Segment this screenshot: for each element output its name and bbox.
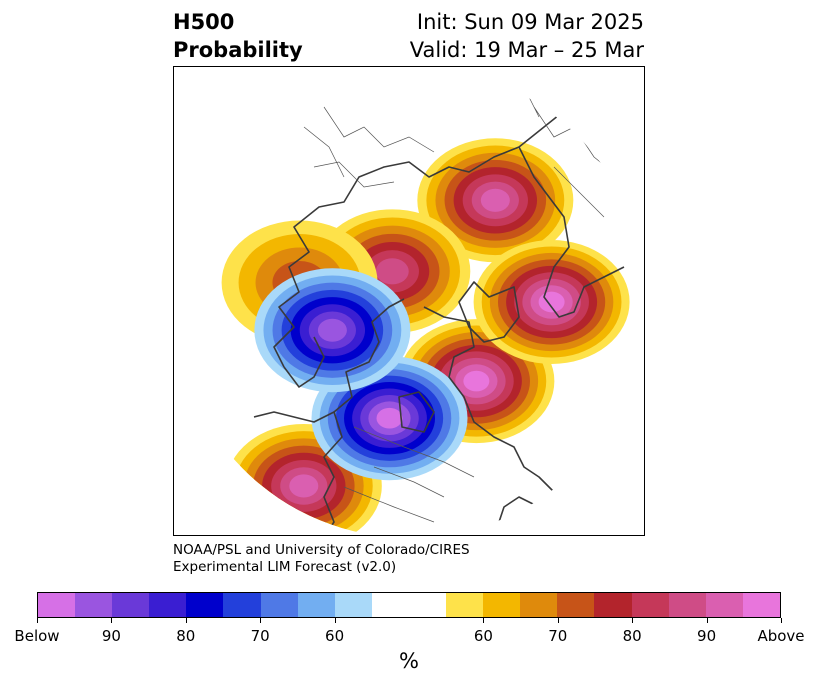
title-variable: H500 (173, 10, 235, 34)
colorbar-tick-label: 60 (325, 627, 345, 645)
negative-anomaly (254, 268, 411, 393)
colorbar-tick-label: 90 (101, 627, 121, 645)
colorbar-unit: % (399, 649, 419, 673)
colorbar-tick (37, 618, 38, 623)
colorbar-swatch (594, 593, 632, 617)
coastline-greenland (458, 281, 520, 343)
colorbar-tick-label: 80 (622, 627, 642, 645)
border-lines-asia (303, 106, 435, 188)
credit-model: Experimental LIM Forecast (v2.0) (173, 559, 397, 575)
map-title: H500 Probability (173, 8, 303, 64)
colorbar-tick (185, 618, 187, 623)
colorbar-swatch (742, 593, 780, 617)
coastline-europe (518, 146, 625, 318)
colorbar-swatch (408, 593, 447, 617)
polar-map (173, 66, 645, 536)
border-lines-north-america (343, 426, 475, 523)
colorbar-swatch (186, 593, 224, 617)
positive-anomaly (417, 138, 574, 263)
colorbar-tick (557, 618, 559, 623)
colorbar-swatch (705, 593, 743, 617)
anomaly-layer (221, 138, 630, 535)
colorbar-swatch (112, 593, 150, 617)
coastline-north-america-west (323, 298, 405, 535)
anomaly-contour (463, 370, 490, 392)
colorbar-tick-label: 80 (176, 627, 196, 645)
colorbar-swatch (371, 593, 409, 617)
valid-range: Valid: 19 Mar – 25 Mar (409, 38, 644, 62)
anomaly-contour (538, 291, 565, 313)
colorbar-swatch (38, 593, 76, 617)
anomaly-contour (375, 258, 409, 285)
coastline-hudson-bay (398, 391, 435, 433)
anomaly-contour (317, 318, 347, 342)
colorbar-tick-label: Below (14, 627, 60, 645)
positive-anomaly (473, 240, 630, 364)
colorbar-tick (483, 618, 485, 623)
colorbar-swatch (520, 593, 558, 617)
anomaly-contour (289, 474, 319, 498)
forecast-dates: Init: Sun 09 Mar 2025 Valid: 19 Mar – 25… (410, 8, 644, 64)
colorbar-swatch (557, 593, 595, 617)
colorbar-swatch (223, 593, 261, 617)
coastline-north-america-east (423, 306, 555, 535)
colorbar-tick (632, 618, 634, 623)
colorbar-swatch (483, 593, 521, 617)
coastline-east-asia (283, 336, 325, 388)
coastline-eurasia (273, 96, 615, 368)
colorbar-tick-label: 70 (250, 627, 270, 645)
colorbar-tick (706, 618, 708, 623)
colorbar-swatch (631, 593, 669, 617)
colorbar (37, 592, 781, 618)
title-product: Probability (173, 38, 303, 62)
colorbar-tick-label: 60 (473, 627, 493, 645)
init-date: Init: Sun 09 Mar 2025 (416, 10, 644, 34)
colorbar-tick (781, 618, 782, 623)
map-disc (174, 67, 644, 535)
colorbar-tick (111, 618, 113, 623)
negative-anomaly (311, 356, 468, 481)
colorbar-swatch (668, 593, 706, 617)
colorbar-swatch (149, 593, 187, 617)
colorbar-tick-label: 70 (548, 627, 568, 645)
colorbar-swatch (75, 593, 113, 617)
colorbar-swatch (297, 593, 335, 617)
anomaly-contour (376, 407, 403, 429)
coastline-alaska (253, 411, 335, 423)
anomaly-contour (480, 188, 510, 212)
coastlines (253, 96, 625, 535)
colorbar-tick-label: 90 (697, 627, 717, 645)
colorbar-swatch (446, 593, 484, 617)
probability-map (174, 67, 644, 535)
colorbar-tick (260, 618, 262, 623)
credit-organization: NOAA/PSL and University of Colorado/CIRE… (173, 542, 470, 558)
colorbar-tick-label: Above (757, 627, 805, 645)
credit: NOAA/PSL and University of Colorado/CIRE… (173, 542, 470, 576)
colorbar-swatch (334, 593, 372, 617)
colorbar-swatch (260, 593, 298, 617)
colorbar-tick (334, 618, 336, 623)
